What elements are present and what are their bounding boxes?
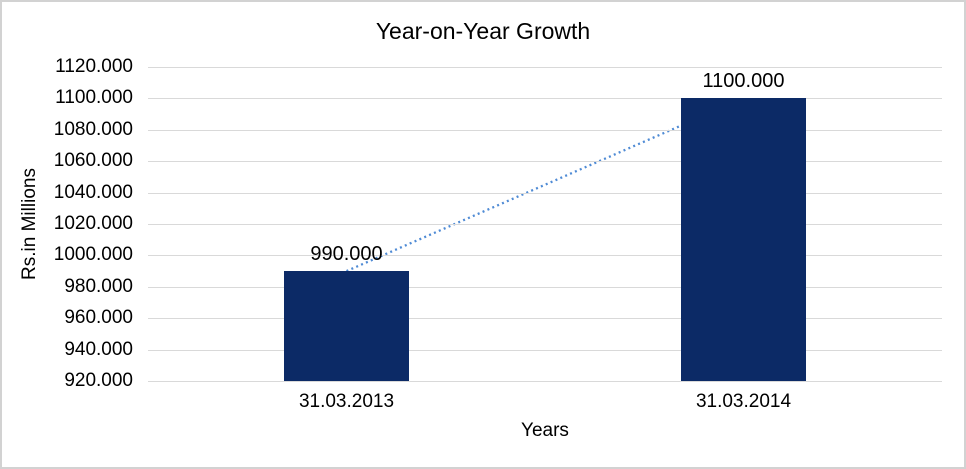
y-axis-tick-label: 1100.000 [55, 87, 133, 108]
chart-title: Year-on-Year Growth [375, 18, 591, 44]
gridline [148, 130, 942, 131]
gridline [148, 161, 942, 162]
y-axis-tick-label: 1080.000 [53, 119, 133, 140]
bar-data-label: 990.000 [310, 243, 383, 266]
gridline [148, 224, 942, 225]
x-axis-title: Years [521, 420, 569, 441]
x-axis-category-label: 31.03.2013 [298, 391, 395, 412]
gridline [148, 350, 942, 351]
y-axis-tick-label: 920.000 [64, 370, 133, 391]
y-axis-tick-label: 960.000 [64, 307, 133, 328]
gridline [148, 287, 942, 288]
gridline [148, 193, 942, 194]
y-axis-tick-label: 1120.000 [55, 56, 133, 77]
bar [681, 98, 806, 381]
bar [284, 271, 409, 381]
gridline [148, 98, 942, 99]
gridline [148, 381, 942, 382]
gridline [148, 318, 942, 319]
bar-data-label: 1100.000 [702, 70, 785, 93]
y-axis-tick-label: 980.000 [64, 276, 133, 297]
y-axis-tick-label: 1040.000 [53, 182, 133, 203]
y-axis-tick-label: 1000.000 [53, 244, 133, 265]
y-axis-tick-label: 1020.000 [53, 213, 133, 234]
gridline [148, 67, 942, 68]
y-axis-tick-label: 940.000 [64, 339, 133, 360]
gridline [148, 255, 942, 256]
x-axis-category-label: 31.03.2014 [695, 391, 792, 412]
y-axis-tick-label: 1060.000 [53, 150, 133, 171]
